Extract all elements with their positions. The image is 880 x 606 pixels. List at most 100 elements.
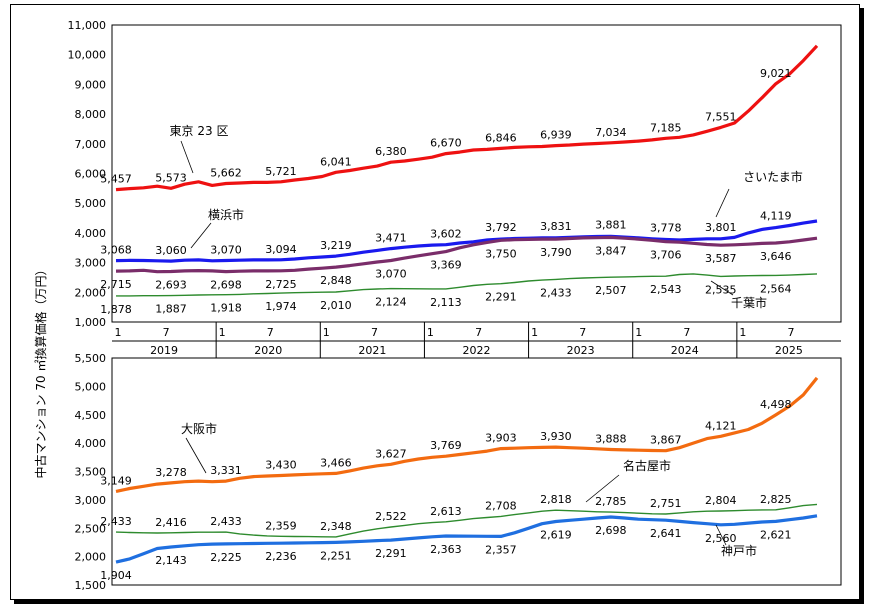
data-label-chiba: 1,974 <box>265 300 297 313</box>
data-label-yokohama: 3,070 <box>210 244 242 257</box>
y-tick-label: 4,500 <box>75 409 107 422</box>
data-label-tokyo: 7,551 <box>705 110 737 123</box>
data-label-nagoya: 2,348 <box>320 520 352 533</box>
x-month-label: 1 <box>219 326 226 339</box>
data-label-kobe: 2,357 <box>485 543 517 556</box>
data-label-yokohama: 3,831 <box>540 220 572 233</box>
line-chart: 中古マンション 70 ㎡換算価格（万円） 1,000 2,000 3,000 4,00… <box>33 19 842 592</box>
data-label-nagoya: 2,416 <box>155 516 187 529</box>
x-year-label: 2020 <box>254 344 282 357</box>
data-label-osaka: 4,498 <box>760 398 792 411</box>
data-label-tokyo: 6,939 <box>540 129 572 142</box>
data-label-chiba: 2,010 <box>320 299 352 312</box>
leader-line <box>715 188 730 218</box>
data-label-yokohama: 3,471 <box>375 232 407 245</box>
data-label-yokohama: 4,119 <box>760 210 792 223</box>
data-label-yokohama: 3,219 <box>320 239 352 252</box>
data-label-kobe: 2,621 <box>760 528 792 541</box>
data-label-saitama: 3,790 <box>540 246 572 259</box>
data-label-kobe: 2,363 <box>430 543 462 556</box>
data-label-saitama: 3,369 <box>430 259 462 272</box>
series-line-saitama <box>115 235 818 274</box>
series-name-label: 神戸市 <box>721 543 757 558</box>
x-month-label: 1 <box>739 326 746 339</box>
leader-line <box>190 222 212 249</box>
data-label-osaka: 3,903 <box>485 432 517 445</box>
y-tick-label: 5,500 <box>75 352 107 365</box>
data-label-osaka: 3,888 <box>595 432 627 445</box>
plot-area <box>111 24 842 323</box>
data-label-saitama: 2,715 <box>100 278 132 291</box>
y-tick-label: 3,000 <box>75 257 107 270</box>
data-label-tokyo: 5,573 <box>155 171 187 184</box>
x-month-label: 7 <box>683 326 690 339</box>
data-label-nagoya: 2,433 <box>100 515 132 528</box>
y-tick-label: 6,000 <box>75 168 107 181</box>
data-label-tokyo: 5,662 <box>210 167 242 180</box>
data-label-tokyo: 7,185 <box>650 121 682 134</box>
data-label-nagoya: 2,433 <box>210 515 242 528</box>
data-label-saitama: 2,693 <box>155 279 187 292</box>
x-month-label: 1 <box>115 326 122 339</box>
data-label-chiba: 1,918 <box>210 302 242 315</box>
series-line-nagoya <box>115 503 818 538</box>
y-tick-label: 2,000 <box>75 551 107 564</box>
x-month-label: 7 <box>371 326 378 339</box>
data-label-nagoya: 2,804 <box>705 494 737 507</box>
series-name-label: 横浜市 <box>208 207 244 222</box>
data-label-nagoya: 2,818 <box>540 493 572 506</box>
data-label-osaka: 3,331 <box>210 464 242 477</box>
data-label-nagoya: 2,613 <box>430 505 462 518</box>
data-label-saitama: 2,725 <box>265 278 297 291</box>
x-year-label: 2021 <box>358 344 386 357</box>
y-tick-label: 2,500 <box>75 522 107 535</box>
data-label-chiba: 2,543 <box>650 283 682 296</box>
data-label-saitama: 3,070 <box>375 268 407 281</box>
series-name-label-saitama: さいたま市 <box>743 169 803 184</box>
data-label-kobe: 2,225 <box>210 551 242 564</box>
data-label-osaka: 3,867 <box>650 434 682 447</box>
data-label-kobe: 2,619 <box>540 528 572 541</box>
data-label-osaka: 3,627 <box>375 447 407 460</box>
data-label-yokohama: 3,778 <box>650 221 682 234</box>
series-line-chiba <box>116 273 818 297</box>
data-label-yokohama: 3,068 <box>100 244 132 257</box>
leader-line <box>180 140 194 174</box>
leader-line <box>715 524 727 546</box>
data-label-yokohama: 3,094 <box>265 243 297 256</box>
series-name-label: 大阪市 <box>181 421 217 436</box>
data-label-osaka: 3,930 <box>540 430 572 443</box>
series-line-tokyo <box>115 44 819 192</box>
series-name-label: 名古屋市 <box>623 458 671 473</box>
data-label-tokyo: 7,034 <box>595 126 627 139</box>
data-label-nagoya: 2,359 <box>265 519 297 532</box>
y-tick-label: 1,000 <box>75 316 107 329</box>
series-line-kobe <box>115 514 818 564</box>
x-month-label: 1 <box>635 326 642 339</box>
x-month-label: 1 <box>323 326 330 339</box>
data-label-tokyo: 6,041 <box>320 155 352 168</box>
y-tick-label: 3,500 <box>75 466 107 479</box>
data-label-chiba: 2,433 <box>540 286 572 299</box>
data-label-tokyo: 5,457 <box>100 173 132 186</box>
leader-line <box>710 280 734 296</box>
data-label-yokohama: 3,881 <box>595 218 627 231</box>
y-tick-label: 2,000 <box>75 286 107 299</box>
y-tick-label: 8,000 <box>75 108 107 121</box>
y-tick-label: 4,000 <box>75 437 107 450</box>
series-line-osaka <box>115 376 819 493</box>
leader-line <box>185 437 207 474</box>
data-label-chiba: 1,878 <box>100 303 132 316</box>
x-month-label: 7 <box>788 326 795 339</box>
data-label-kobe: 2,251 <box>320 549 352 562</box>
y-tick-label: 3,000 <box>75 494 107 507</box>
x-month-label: 7 <box>267 326 274 339</box>
data-label-nagoya: 2,751 <box>650 497 682 510</box>
series-name-label: 千葉市 <box>731 295 767 310</box>
data-label-nagoya: 2,708 <box>485 499 517 512</box>
data-label-saitama: 3,847 <box>595 244 627 257</box>
data-label-tokyo: 6,670 <box>430 137 462 150</box>
data-label-tokyo: 6,846 <box>485 131 517 144</box>
data-label-kobe: 2,560 <box>705 532 737 545</box>
data-label-tokyo: 9,021 <box>760 67 792 80</box>
